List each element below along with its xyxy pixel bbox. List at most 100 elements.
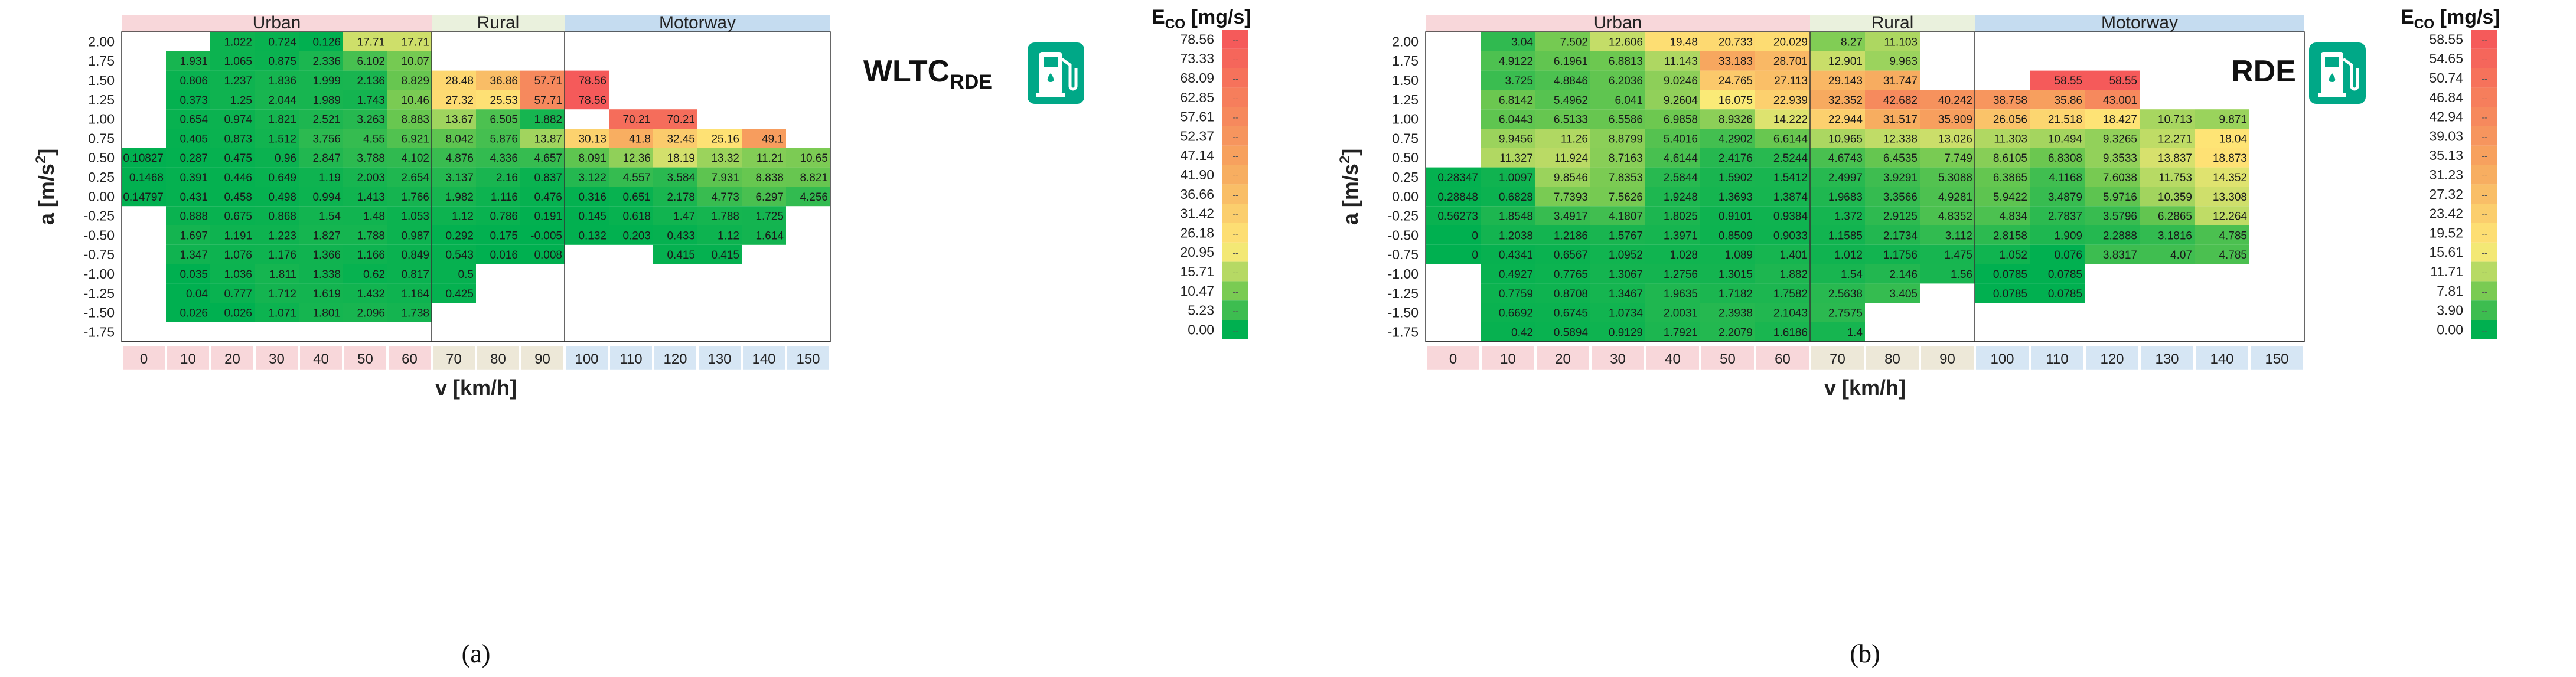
heatmap-cell bbox=[609, 225, 653, 245]
cell-value-label: 0.873 bbox=[224, 133, 252, 145]
heatmap-cell bbox=[786, 148, 830, 168]
x-tick-box bbox=[344, 346, 386, 370]
region-label: Urban bbox=[253, 13, 301, 32]
heatmap-cell bbox=[255, 148, 299, 168]
colorbar-swatch bbox=[2471, 145, 2497, 165]
cell-value-label: 0.0785 bbox=[1993, 269, 2027, 281]
cell-value-label: 0.10827 bbox=[123, 152, 164, 165]
heatmap-cell bbox=[387, 90, 432, 110]
cell-value-label: 8.042 bbox=[445, 133, 474, 145]
cell-value-label: 2.847 bbox=[312, 152, 341, 165]
colorbar-swatch bbox=[1222, 242, 1248, 262]
region-header-urban bbox=[122, 15, 432, 32]
cell-value-label: 1.989 bbox=[312, 94, 341, 107]
cell-value-label: 0.008 bbox=[534, 249, 562, 261]
x-tick-box bbox=[1482, 346, 1534, 370]
cell-value-label: 1.0097 bbox=[1499, 172, 1533, 184]
heatmap-cell bbox=[2140, 225, 2195, 245]
cell-value-label: 1.712 bbox=[268, 288, 296, 300]
cell-value-label: 2.8158 bbox=[1993, 230, 2027, 242]
cell-value-label: 35.909 bbox=[1938, 114, 1972, 126]
heatmap-cell bbox=[255, 225, 299, 245]
colorbar-tick-label: 11.71 bbox=[2430, 264, 2463, 279]
heatmap-cell bbox=[742, 167, 786, 187]
cell-value-label: 8.27 bbox=[1841, 36, 1863, 48]
cell-value-label: 26.056 bbox=[1993, 114, 2027, 126]
cell-value-label: 0.7759 bbox=[1499, 288, 1533, 300]
cell-value-label: 2.5844 bbox=[1664, 172, 1698, 184]
colorbar-swatch bbox=[2471, 300, 2497, 320]
cell-value-label: 1.076 bbox=[224, 249, 252, 261]
cell-value-label: 1.19 bbox=[319, 172, 341, 184]
heatmap-cell bbox=[2195, 206, 2249, 225]
cell-value-label: 6.9858 bbox=[1664, 114, 1698, 126]
heatmap-cell bbox=[210, 109, 255, 129]
cell-value-label: 1.237 bbox=[224, 75, 252, 87]
heatmap-cell bbox=[1865, 32, 1920, 51]
heatmap-cell bbox=[255, 109, 299, 129]
cell-value-label: 12.36 bbox=[622, 152, 651, 165]
cell-value-label: 6.5586 bbox=[1609, 114, 1643, 126]
heatmap-cell bbox=[1645, 32, 1700, 51]
cell-value-label: 1.8025 bbox=[1664, 211, 1698, 223]
colorbar-swatch bbox=[1222, 68, 1248, 88]
heatmap-cell bbox=[1590, 206, 1645, 225]
cell-value-label: 1.223 bbox=[268, 230, 296, 242]
heatmap-cell bbox=[1810, 264, 1865, 284]
heatmap-cell bbox=[1645, 322, 1700, 342]
cell-value-label: 2.1734 bbox=[1883, 230, 1918, 242]
inset-title-subscript: RDE bbox=[950, 71, 992, 93]
cell-value-label: 1.999 bbox=[312, 75, 341, 87]
heatmap-cell bbox=[520, 206, 565, 225]
colorbar-tick-label: 68.09 bbox=[1180, 70, 1214, 86]
heatmap-cell bbox=[1700, 303, 1755, 322]
x-tick-label: 20 bbox=[224, 351, 240, 367]
cell-value-label: 3.122 bbox=[578, 172, 606, 184]
cell-value-label: 12.606 bbox=[1609, 36, 1643, 48]
cell-value-label: 0.0785 bbox=[2048, 288, 2082, 300]
cell-value-label: 11.26 bbox=[1561, 133, 1588, 145]
cell-value-label: 1.052 bbox=[1999, 249, 2027, 261]
cell-value-label: 9.963 bbox=[1889, 55, 1918, 68]
colorbar-tick-label: 5.23 bbox=[1188, 303, 1214, 318]
fuel-pump-icon bbox=[1028, 42, 1084, 104]
cell-value-label: 0.016 bbox=[490, 249, 518, 261]
cell-value-label: 1.25 bbox=[230, 94, 252, 107]
cell-value-label: 1.366 bbox=[312, 249, 341, 261]
heatmap-cell bbox=[1645, 148, 1700, 168]
heatmap-cell bbox=[210, 187, 255, 207]
heatmap-cell bbox=[1865, 90, 1920, 110]
x-tick-label: 130 bbox=[2155, 351, 2179, 367]
cell-value-label: 1.9683 bbox=[1828, 191, 1863, 204]
heatmap-cell bbox=[1481, 303, 1535, 322]
heatmap-cell bbox=[1755, 283, 1810, 303]
heatmap-cell bbox=[786, 167, 830, 187]
cell-value-label: 21.518 bbox=[2048, 114, 2082, 126]
heatmap-cell bbox=[2195, 129, 2249, 148]
y-axis-title: a [m/s2] bbox=[1337, 149, 1362, 225]
heatmap-cell bbox=[1810, 90, 1865, 110]
cell-value-label: 2.521 bbox=[312, 114, 341, 126]
colorbar-swatch bbox=[1222, 30, 1248, 49]
heatmap-cell bbox=[1645, 167, 1700, 187]
x-tick-label: 70 bbox=[1830, 351, 1845, 367]
region-label: Rural bbox=[477, 13, 520, 32]
cell-value-label: 1.836 bbox=[268, 75, 296, 87]
y-tick-label: -0.50 bbox=[84, 227, 115, 243]
cell-value-label: 0.391 bbox=[180, 172, 208, 184]
y-tick-label: 1.75 bbox=[1392, 53, 1419, 68]
cell-value-label: 57.71 bbox=[534, 75, 562, 87]
cell-value-label: 0.475 bbox=[224, 152, 252, 165]
cell-value-label: 1.54 bbox=[319, 211, 341, 223]
heatmap-cell bbox=[2085, 148, 2140, 168]
cell-value-label: 0.405 bbox=[180, 133, 208, 145]
cell-value-label: 1.475 bbox=[1944, 249, 1972, 261]
heatmap-cell bbox=[1920, 167, 1975, 187]
heatmap-cell bbox=[299, 167, 343, 187]
cell-value-label: 29.143 bbox=[1828, 75, 1863, 87]
y-tick-label: 0.75 bbox=[1392, 130, 1419, 146]
cell-value-label: 0.6692 bbox=[1499, 308, 1533, 320]
cell-value-label: 0.415 bbox=[667, 249, 695, 261]
heatmap-cell bbox=[432, 167, 476, 187]
cell-value-label: 13.308 bbox=[2213, 191, 2247, 204]
